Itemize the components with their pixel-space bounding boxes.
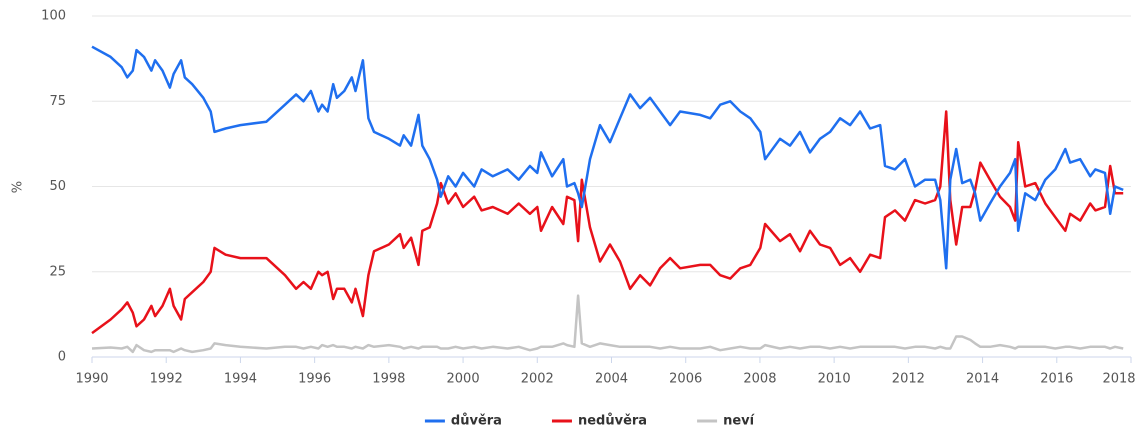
- x-tick-label: 2012: [892, 372, 925, 387]
- x-tick-label: 2006: [669, 372, 702, 387]
- series-line: [91, 294, 1124, 354]
- x-tick-label: 1996: [298, 372, 331, 387]
- y-axis-label: %: [11, 181, 26, 193]
- y-tick-label: 25: [49, 264, 66, 279]
- legend-label: neví: [723, 414, 756, 429]
- x-tick-label: 1992: [150, 372, 183, 387]
- legend-label: důvěra: [451, 414, 502, 429]
- x-tick-label: 1990: [75, 372, 108, 387]
- x-tick-label: 2008: [743, 372, 776, 387]
- x-tick-label: 2010: [818, 372, 851, 387]
- y-tick-label: 75: [49, 94, 66, 109]
- series-line: [91, 110, 1124, 335]
- x-tick-label: 2018: [1102, 372, 1135, 387]
- legend-label: nedůvěra: [578, 414, 647, 429]
- x-tick-label: 1994: [224, 372, 257, 387]
- x-tick-label: 2004: [595, 372, 628, 387]
- series-line: [91, 45, 1124, 270]
- x-tick-label: 2000: [447, 372, 480, 387]
- x-tick-label: 2002: [521, 372, 554, 387]
- x-tick-label: 2014: [966, 372, 999, 387]
- x-tick-label: 2016: [1040, 372, 1073, 387]
- y-tick-label: 0: [58, 350, 66, 365]
- y-tick-label: 100: [41, 9, 66, 24]
- legend: důvěra nedůvěra neví: [424, 414, 756, 429]
- y-tick-label: 50: [49, 179, 66, 194]
- x-tick-label: 1998: [372, 372, 405, 387]
